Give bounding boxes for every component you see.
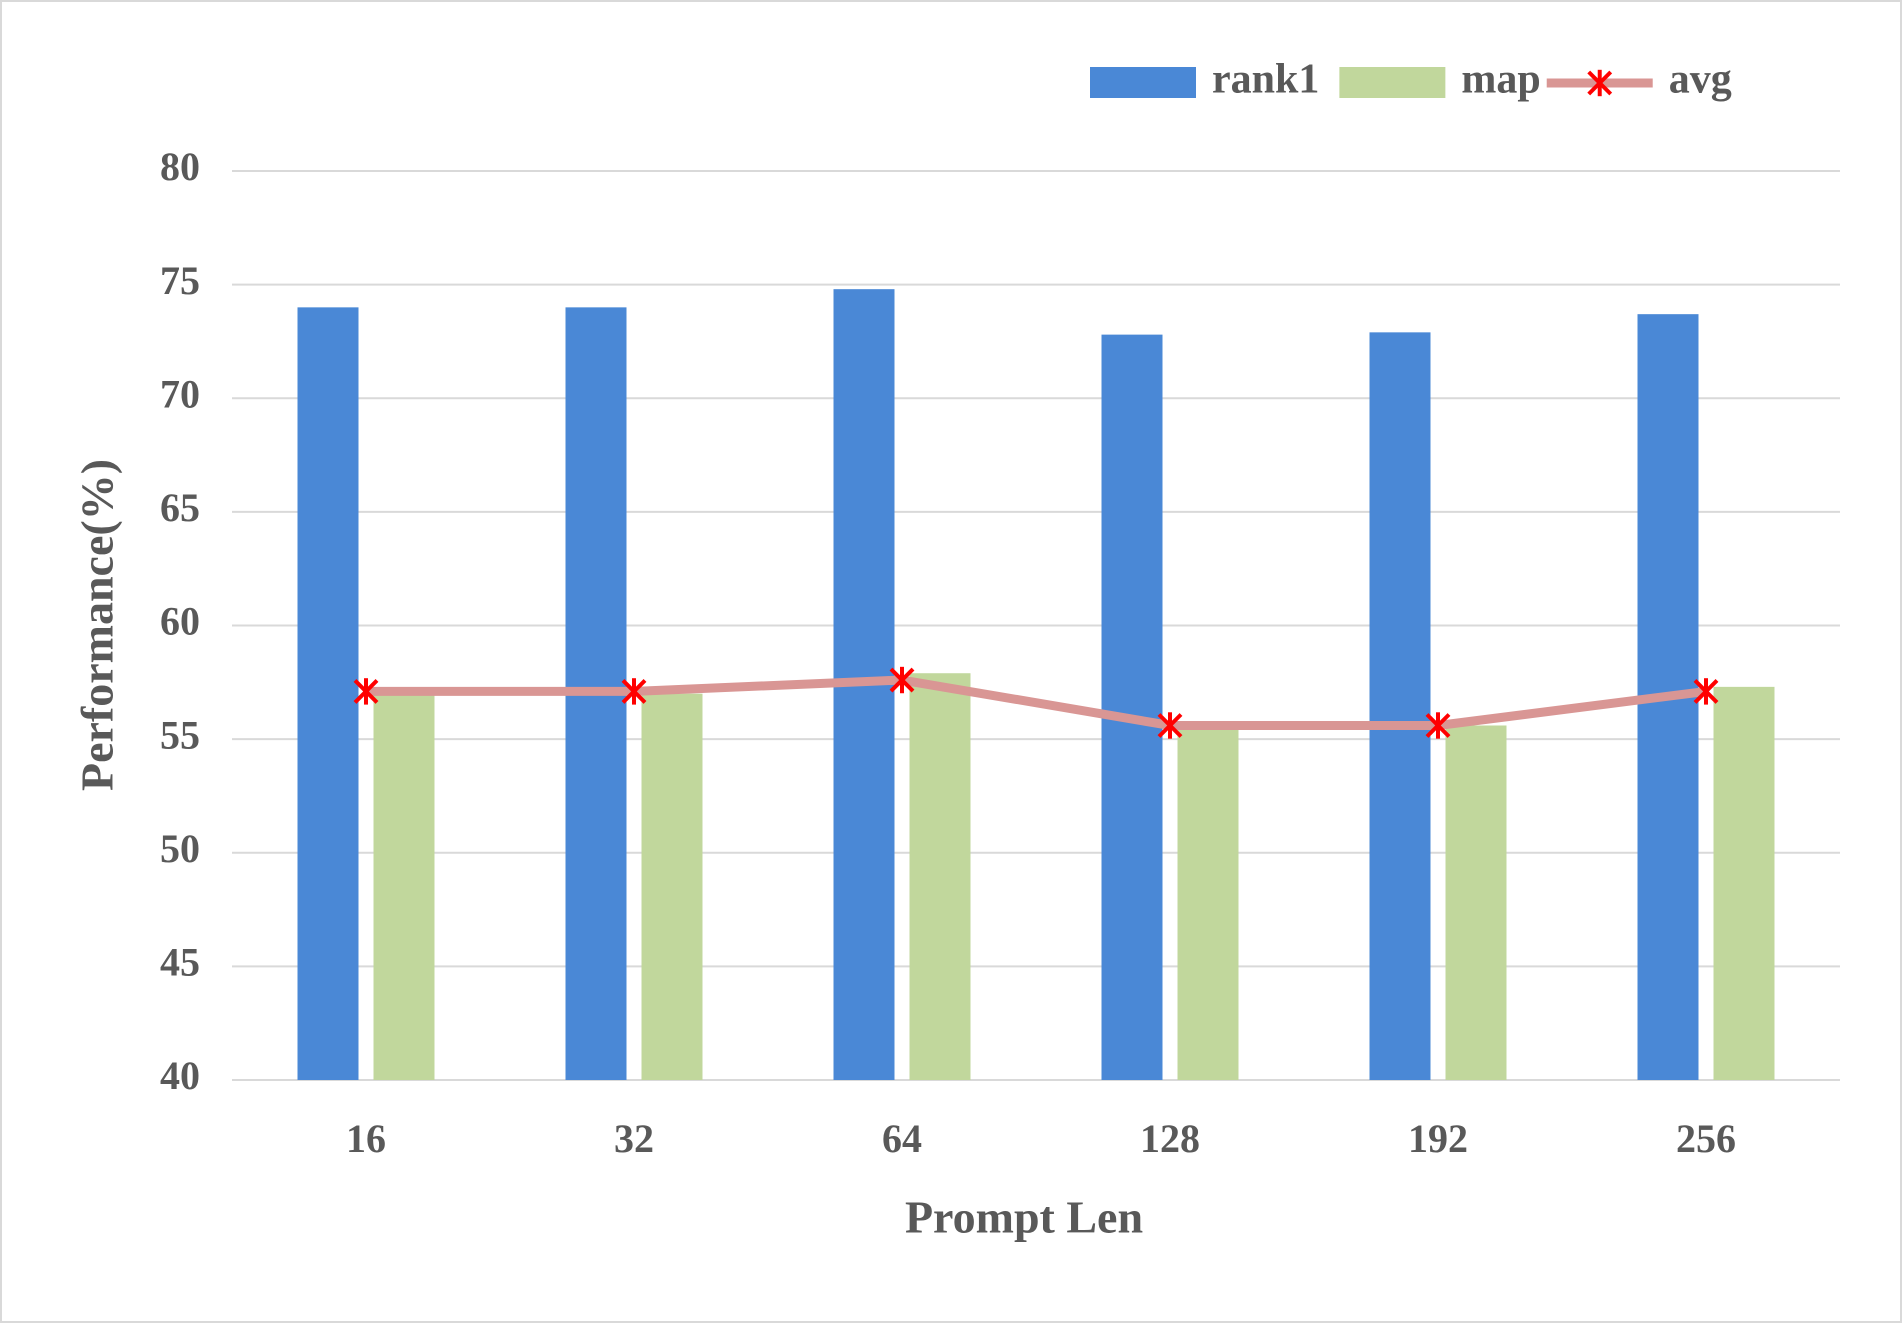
legend-swatch [1090, 67, 1196, 98]
y-tick-label: 65 [160, 485, 200, 530]
x-tick-label: 128 [1140, 1116, 1200, 1161]
bar [1101, 334, 1163, 1080]
y-tick-label: 70 [160, 371, 200, 416]
x-tick-label: 256 [1676, 1116, 1736, 1161]
y-tick-label: 45 [160, 940, 200, 985]
line-marker [353, 678, 379, 705]
bar [1445, 725, 1507, 1080]
legend-label: rank1 [1212, 57, 1319, 103]
bar [909, 673, 971, 1080]
line [366, 675, 1707, 730]
legend-label: map [1461, 57, 1540, 103]
x-tick-label: 192 [1408, 1116, 1468, 1161]
x-axis-title: Prompt Len [905, 1192, 1143, 1243]
x-tick-label: 64 [882, 1116, 922, 1161]
bar [373, 693, 435, 1080]
line-marker [1693, 678, 1719, 705]
legend-marker [1587, 69, 1613, 97]
x-tick-label: 16 [346, 1116, 386, 1161]
y-tick-label: 50 [160, 826, 200, 871]
y-tick-label: 40 [160, 1053, 200, 1098]
bar [1369, 332, 1431, 1080]
bar [297, 307, 359, 1081]
y-tick-label: 60 [160, 599, 200, 644]
legend-label: avg [1669, 57, 1732, 103]
legend-swatch [1339, 67, 1446, 98]
x-tick-label: 32 [614, 1116, 654, 1161]
line-marker [1425, 712, 1451, 739]
y-tick-label: 75 [160, 258, 200, 303]
y-axis-title: Performance(%) [72, 459, 123, 791]
bar [641, 693, 703, 1080]
y-tick-label: 80 [160, 144, 200, 189]
line-marker [889, 666, 915, 694]
line-marker [1157, 712, 1183, 739]
bar [1713, 686, 1775, 1080]
bar [1177, 727, 1239, 1080]
y-tick-label: 55 [160, 712, 200, 757]
line-marker [621, 678, 647, 705]
